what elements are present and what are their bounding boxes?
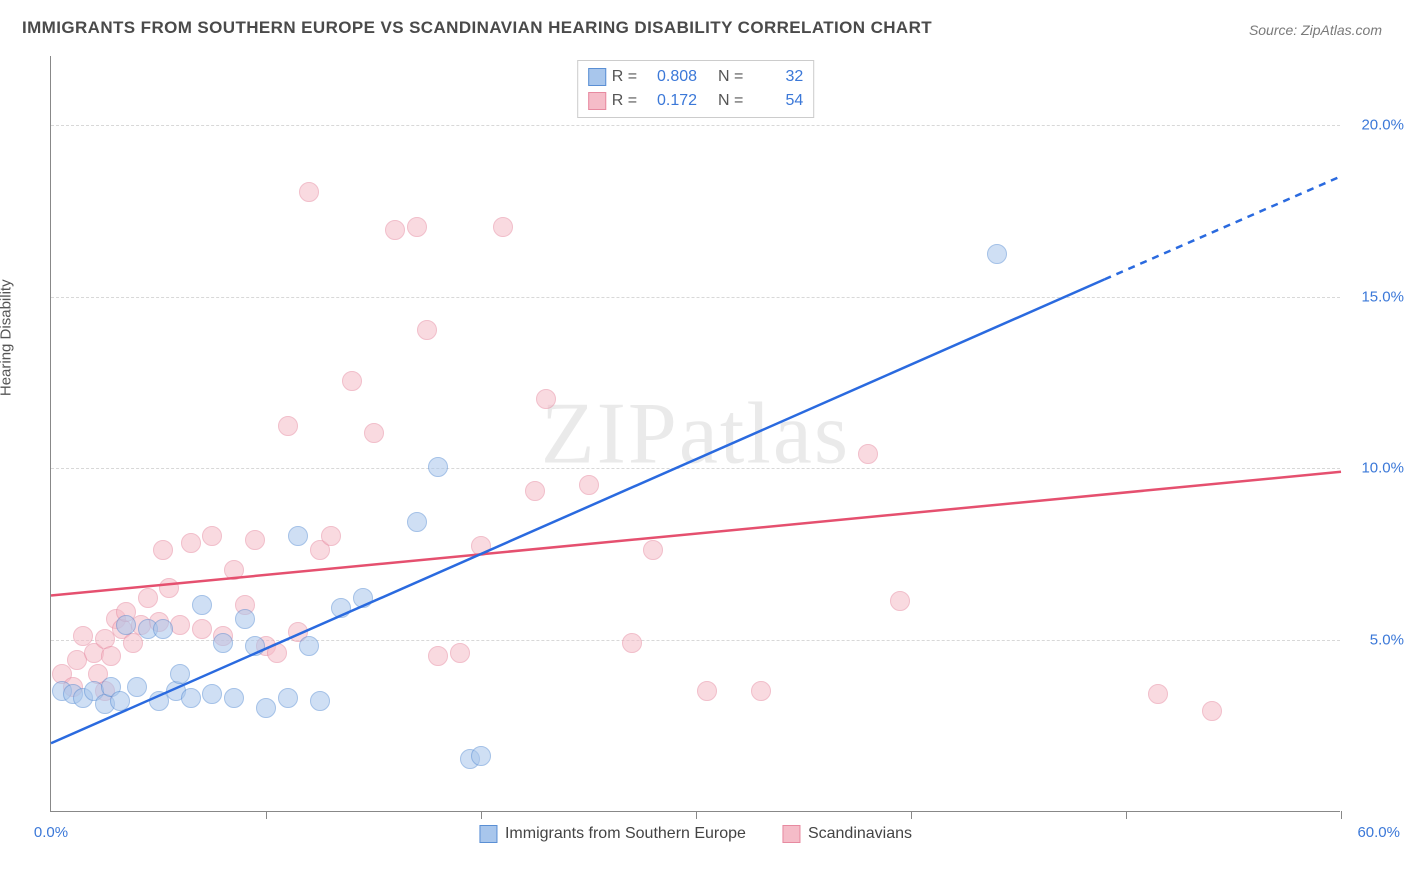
pink-point — [417, 320, 437, 340]
pink-n-value: 54 — [749, 89, 803, 113]
pink-point — [321, 526, 341, 546]
pink-point — [471, 536, 491, 556]
pink-point — [525, 481, 545, 501]
blue-point — [288, 526, 308, 546]
pink-point — [858, 444, 878, 464]
legend-item-pink: Scandinavians — [782, 825, 912, 843]
r-label: R = — [612, 65, 637, 89]
blue-r-value: 0.808 — [643, 65, 697, 89]
blue-point — [256, 698, 276, 718]
pink-point — [170, 615, 190, 635]
blue-point — [153, 619, 173, 639]
blue-point — [353, 588, 373, 608]
blue-point — [224, 688, 244, 708]
pink-point — [159, 578, 179, 598]
pink-point — [493, 217, 513, 237]
blue-swatch-bottom — [479, 825, 497, 843]
blue-point — [170, 664, 190, 684]
pink-point — [245, 530, 265, 550]
chart-title: IMMIGRANTS FROM SOUTHERN EUROPE VS SCAND… — [22, 18, 932, 38]
legend-item-blue: Immigrants from Southern Europe — [479, 825, 746, 843]
pink-point — [224, 560, 244, 580]
pink-point — [299, 182, 319, 202]
bottom-legend: Immigrants from Southern Europe Scandina… — [479, 825, 912, 843]
x-tick-label: 0.0% — [34, 824, 68, 841]
blue-point — [110, 691, 130, 711]
stats-row-pink: R = 0.172 N = 54 — [588, 89, 804, 113]
blue-swatch — [588, 68, 606, 86]
blue-point — [407, 512, 427, 532]
pink-r-value: 0.172 — [643, 89, 697, 113]
source-attribution: Source: ZipAtlas.com — [1249, 22, 1382, 38]
pink-point — [342, 371, 362, 391]
blue-point — [331, 598, 351, 618]
blue-point — [278, 688, 298, 708]
pink-point — [643, 540, 663, 560]
plot-area: ZIPatlas R = 0.808 N = 32 R = 0.172 N = … — [50, 56, 1340, 812]
pink-point — [385, 220, 405, 240]
pink-point — [407, 217, 427, 237]
y-tick-label: 5.0% — [1370, 632, 1404, 649]
x-tick-label: 60.0% — [1357, 824, 1400, 841]
blue-point — [192, 595, 212, 615]
r-label-2: R = — [612, 89, 637, 113]
pink-point — [364, 423, 384, 443]
pink-point — [101, 646, 121, 666]
pink-point — [697, 681, 717, 701]
blue-point — [245, 636, 265, 656]
pink-swatch — [588, 92, 606, 110]
source-prefix: Source: — [1249, 22, 1301, 38]
pink-point — [138, 588, 158, 608]
blue-point — [202, 684, 222, 704]
stats-legend-box: R = 0.808 N = 32 R = 0.172 N = 54 — [577, 60, 815, 118]
n-label-2: N = — [718, 89, 743, 113]
y-tick-label: 20.0% — [1361, 116, 1404, 133]
pink-point — [890, 591, 910, 611]
blue-point — [127, 677, 147, 697]
blue-n-value: 32 — [749, 65, 803, 89]
blue-point — [428, 457, 448, 477]
blue-point — [116, 615, 136, 635]
pink-point — [428, 646, 448, 666]
blue-point — [310, 691, 330, 711]
blue-point — [299, 636, 319, 656]
y-tick-label: 10.0% — [1361, 460, 1404, 477]
pink-swatch-bottom — [782, 825, 800, 843]
pink-point — [1148, 684, 1168, 704]
stats-row-blue: R = 0.808 N = 32 — [588, 65, 804, 89]
blue-series-label: Immigrants from Southern Europe — [505, 825, 746, 843]
pink-point — [579, 475, 599, 495]
blue-point — [181, 688, 201, 708]
pink-point — [181, 533, 201, 553]
blue-point — [987, 244, 1007, 264]
pink-point — [536, 389, 556, 409]
y-tick-label: 15.0% — [1361, 288, 1404, 305]
pink-point — [153, 540, 173, 560]
pink-point — [192, 619, 212, 639]
pink-point — [267, 643, 287, 663]
y-axis-label: Hearing Disability — [0, 279, 15, 396]
pink-point — [450, 643, 470, 663]
n-label: N = — [718, 65, 743, 89]
pink-series-label: Scandinavians — [808, 825, 912, 843]
regression-lines — [51, 56, 1340, 811]
blue-point — [235, 609, 255, 629]
pink-point — [622, 633, 642, 653]
pink-point — [278, 416, 298, 436]
blue-point — [213, 633, 233, 653]
source-link[interactable]: ZipAtlas.com — [1301, 22, 1382, 38]
blue-point — [471, 746, 491, 766]
pink-point — [1202, 701, 1222, 721]
pink-point — [751, 681, 771, 701]
pink-point — [202, 526, 222, 546]
